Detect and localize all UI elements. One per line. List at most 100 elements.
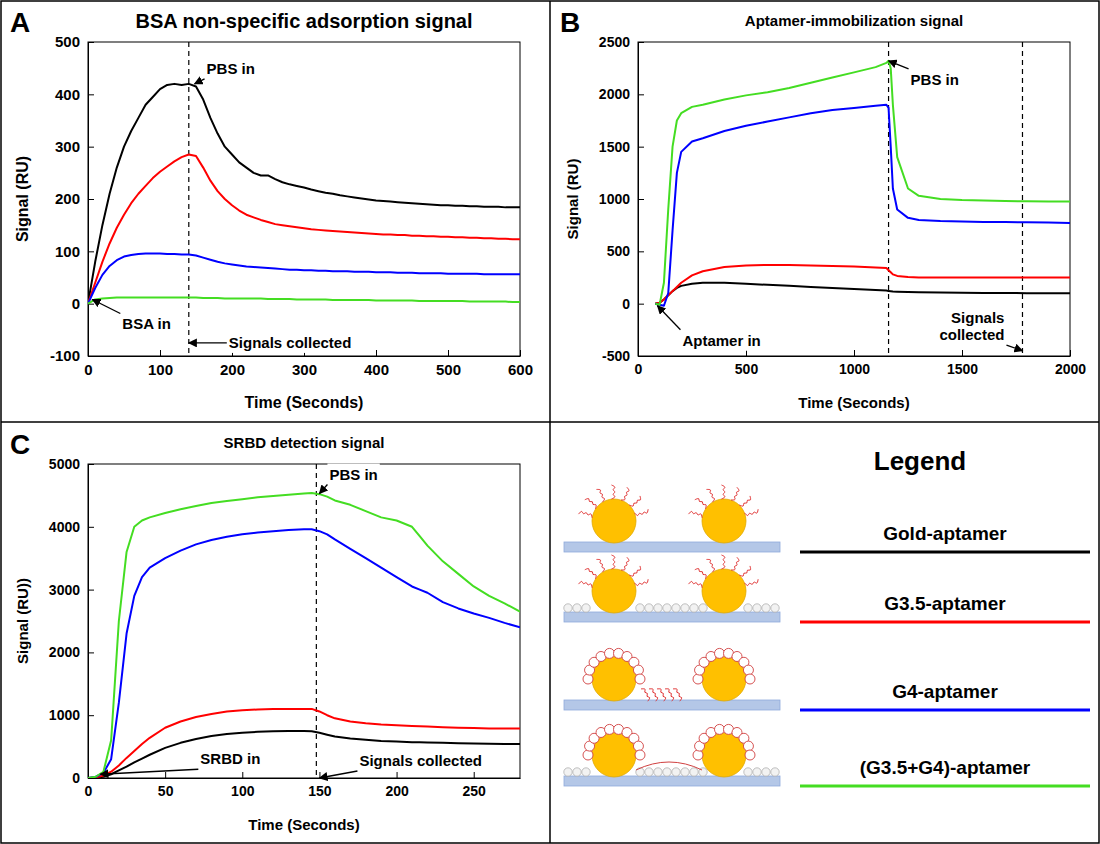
schematic-dendrimer: [663, 768, 671, 776]
y-tick-label: 1500: [599, 139, 630, 155]
series-line: [88, 297, 520, 303]
schematic-dendrimer: [745, 750, 755, 760]
series-line: [88, 84, 520, 304]
x-tick-label: 500: [735, 361, 759, 377]
schematic-dendrimer: [745, 674, 755, 684]
schematic-aptamer: [579, 511, 593, 517]
schematic-dendrimer: [744, 768, 752, 776]
schematic-dendrimer: [645, 768, 653, 776]
y-tick-label: 0: [72, 295, 80, 312]
legend-schematic: [564, 724, 780, 786]
y-tick-mark: [638, 304, 644, 305]
panel: 0500100015002000-50005001000150020002500…: [560, 7, 1086, 411]
x-tick: 100: [148, 350, 173, 378]
x-tick: 100: [231, 772, 255, 799]
x-tick: 600: [508, 350, 533, 378]
legend-swatch: [800, 785, 1090, 788]
x-tick: 250: [463, 772, 487, 799]
x-tick-mark: [520, 350, 521, 356]
y-tick: -500: [602, 348, 644, 364]
x-tick-label: 50: [158, 783, 174, 799]
schematic-aptamer: [745, 579, 759, 585]
schematic-aptamer: [635, 579, 649, 585]
schematic-dendrimer: [714, 648, 724, 658]
schematic-aptamer: [731, 557, 739, 570]
y-tick-mark: [638, 147, 644, 148]
schematic-dendrimer: [690, 604, 698, 612]
annotation-patch: [120, 313, 173, 334]
y-axis-line: [88, 465, 89, 779]
schematic-aptamer: [585, 499, 596, 509]
schematic-aptamer: [612, 555, 615, 569]
schematic-aptamer: [629, 566, 640, 576]
schematic-dendrimer: [743, 665, 753, 675]
schematic-dendrimer: [672, 604, 680, 612]
schematic-aptamer: [635, 509, 649, 515]
y-axis-title: Signal (RU)): [14, 578, 31, 664]
panel-letter: A: [10, 7, 30, 38]
x-tick: 50: [158, 772, 174, 799]
y-tick-mark: [88, 251, 94, 252]
schematic-dendrimer: [762, 604, 770, 612]
annotation-text: PBS in: [911, 71, 959, 88]
y-tick-label: 5000: [49, 456, 80, 472]
x-tick-mark: [474, 772, 475, 778]
x-tick-label: 0: [85, 783, 93, 799]
panel-letter: B: [560, 7, 580, 38]
figure: 0100200300400500600-1000100200300400500P…: [0, 0, 1100, 844]
chart-title: SRBD detection signal: [224, 434, 385, 451]
plot-area: 050100150200250010002000300040005000PBS …: [49, 456, 521, 799]
schematic-dendrimer: [753, 768, 761, 776]
series-line: [655, 265, 1070, 304]
x-tick-label: 0: [635, 361, 643, 377]
schematic-dendrimer: [693, 674, 703, 684]
y-tick-mark: [638, 94, 644, 95]
schematic-aptamer: [657, 689, 666, 701]
x-axis: 0100200300400500600: [84, 350, 533, 378]
schematic-aptamer: [621, 557, 629, 570]
schematic-substrate: [564, 542, 780, 552]
annotations: PBS inSRBD inSignals collected: [100, 464, 484, 778]
schematic-dendrimer: [771, 604, 779, 612]
series-line: [88, 253, 520, 303]
y-tick-mark: [88, 527, 94, 528]
schematic-aptamer: [707, 559, 715, 572]
y-tick-mark: [88, 94, 94, 95]
schematic-substrate: [564, 776, 780, 786]
y-tick-label: 400: [55, 86, 80, 103]
panel: 050100150200250010002000300040005000PBS …: [10, 429, 521, 833]
schematic-aptamer: [707, 489, 715, 502]
x-tick-label: 400: [364, 361, 389, 378]
y-tick-mark: [638, 199, 644, 200]
y-tick-label: 0: [622, 296, 630, 312]
x-tick-mark: [962, 350, 963, 356]
schematic-aptamer: [629, 496, 640, 506]
schematic-dendrimer: [583, 750, 593, 760]
schematic-aptamer: [722, 555, 725, 569]
schematic-dendrimer: [672, 768, 680, 776]
x-tick-label: 250: [463, 783, 487, 799]
y-tick-label: -500: [602, 348, 630, 364]
schematic-aptamer: [649, 689, 658, 701]
plot-area: 0100200300400500600-1000100200300400500P…: [50, 33, 533, 377]
annotation-patch: [205, 58, 257, 79]
y-tick-label: 3000: [49, 582, 80, 598]
series-group: [655, 42, 1070, 356]
x-tick-label: 2000: [1055, 361, 1086, 377]
x-axis: 0500100015002000: [635, 350, 1087, 377]
y-tick-label: 1000: [599, 191, 630, 207]
y-tick-label: 2500: [599, 34, 630, 50]
y-tick-label: 500: [607, 243, 631, 259]
schematic-dendrimer: [582, 604, 590, 612]
y-tick-label: 4000: [49, 519, 80, 535]
annotation-patch: [198, 748, 262, 769]
annotations: PBS inBSA inSignals collected: [92, 58, 353, 353]
y-tick-label: 100: [55, 243, 80, 260]
x-tick-mark: [746, 350, 747, 356]
y-tick-label: 500: [55, 33, 80, 50]
schematic-dendrimer: [744, 604, 752, 612]
y-axis-title: Signal (RU): [564, 159, 581, 240]
legend-schematic: [564, 485, 780, 552]
annotation-patch: [327, 464, 379, 485]
schematic-dendrimer: [771, 768, 779, 776]
